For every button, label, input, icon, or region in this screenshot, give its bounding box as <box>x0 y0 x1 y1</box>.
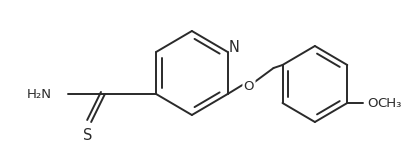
Text: N: N <box>228 40 239 55</box>
Text: O: O <box>243 79 254 93</box>
Text: CH₃: CH₃ <box>376 97 400 109</box>
Text: S: S <box>82 128 92 143</box>
Text: H₂N: H₂N <box>27 88 52 100</box>
Text: O: O <box>366 97 377 109</box>
